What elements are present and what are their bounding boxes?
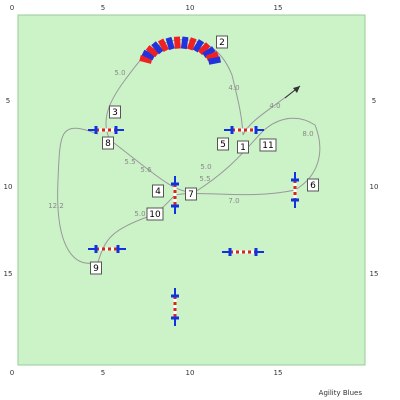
ruler-bottom: 5 <box>101 369 105 377</box>
tunnel-segment <box>208 56 222 65</box>
obstacle-number: 8 <box>105 139 111 149</box>
obstacle-box <box>90 261 102 275</box>
obstacle-box <box>259 138 277 152</box>
obstacle-box <box>146 207 164 221</box>
distance-label: 5.5 <box>199 175 210 183</box>
obstacle-box <box>102 136 114 150</box>
ruler-right: 10 <box>370 183 379 191</box>
tunnel-segment <box>145 45 159 58</box>
ruler-top: 10 <box>186 4 195 12</box>
arrow-head <box>293 86 300 93</box>
ruler-right: 15 <box>370 270 379 278</box>
tunnel-segment <box>157 38 169 52</box>
distance-label: 7.0 <box>228 197 239 205</box>
ruler-bottom: 10 <box>186 369 195 377</box>
obstacle-number: 6 <box>310 181 316 191</box>
distance-label: 5.6 <box>140 166 152 174</box>
obstacle-number: 2 <box>219 38 225 48</box>
obstacle-box <box>217 137 229 151</box>
obstacle-box <box>307 178 319 192</box>
ruler-left: 5 <box>6 97 10 105</box>
obstacle-box <box>216 35 228 49</box>
distance-label: 5.5 <box>124 158 135 166</box>
ruler-left: 10 <box>4 183 13 191</box>
distance-label: 4.0 <box>269 102 280 110</box>
tunnel-segment <box>180 36 189 50</box>
obstacle-number: 1 <box>240 143 246 153</box>
distance-label: 5.0 <box>114 69 125 77</box>
credit: Agility Blues <box>319 389 363 397</box>
tunnel-segment <box>165 36 175 51</box>
distance-label: 5.0 <box>200 163 211 171</box>
ruler-bottom: 15 <box>274 369 283 377</box>
distance-label: 5.0 <box>134 210 145 218</box>
distance-label: 4.0 <box>228 84 239 92</box>
obstacle-number: 10 <box>149 210 161 220</box>
ruler-bottom: 0 <box>10 369 14 377</box>
ruler-top: 15 <box>274 4 283 12</box>
ruler-right: 5 <box>372 97 376 105</box>
jumps <box>88 126 299 326</box>
tunnel-segment <box>186 37 197 51</box>
obstacle-box <box>152 184 164 198</box>
tunnel <box>139 36 222 65</box>
tunnel-segment <box>173 36 181 49</box>
distance-label: 12.2 <box>48 202 64 210</box>
obstacle-box <box>237 140 249 154</box>
tunnel-segment <box>197 42 211 56</box>
obstacle-number: 4 <box>155 187 161 197</box>
tunnel-segment <box>192 39 204 53</box>
obstacle-box <box>185 187 197 201</box>
tunnel-segment <box>202 46 216 59</box>
obstacle-number: 9 <box>93 264 99 274</box>
obstacle-number: 5 <box>220 140 226 150</box>
distance-label: 8.0 <box>302 130 313 138</box>
tunnel-segment <box>151 41 164 55</box>
obstacle-number: 11 <box>262 141 273 151</box>
ruler-top: 5 <box>101 4 105 12</box>
ruler-top: 0 <box>10 4 14 12</box>
obstacle-box <box>109 105 121 119</box>
obstacle-number: 7 <box>188 190 194 200</box>
ruler-left: 15 <box>4 270 13 278</box>
obstacle-number: 3 <box>112 108 118 118</box>
tunnel-segment <box>141 49 156 61</box>
